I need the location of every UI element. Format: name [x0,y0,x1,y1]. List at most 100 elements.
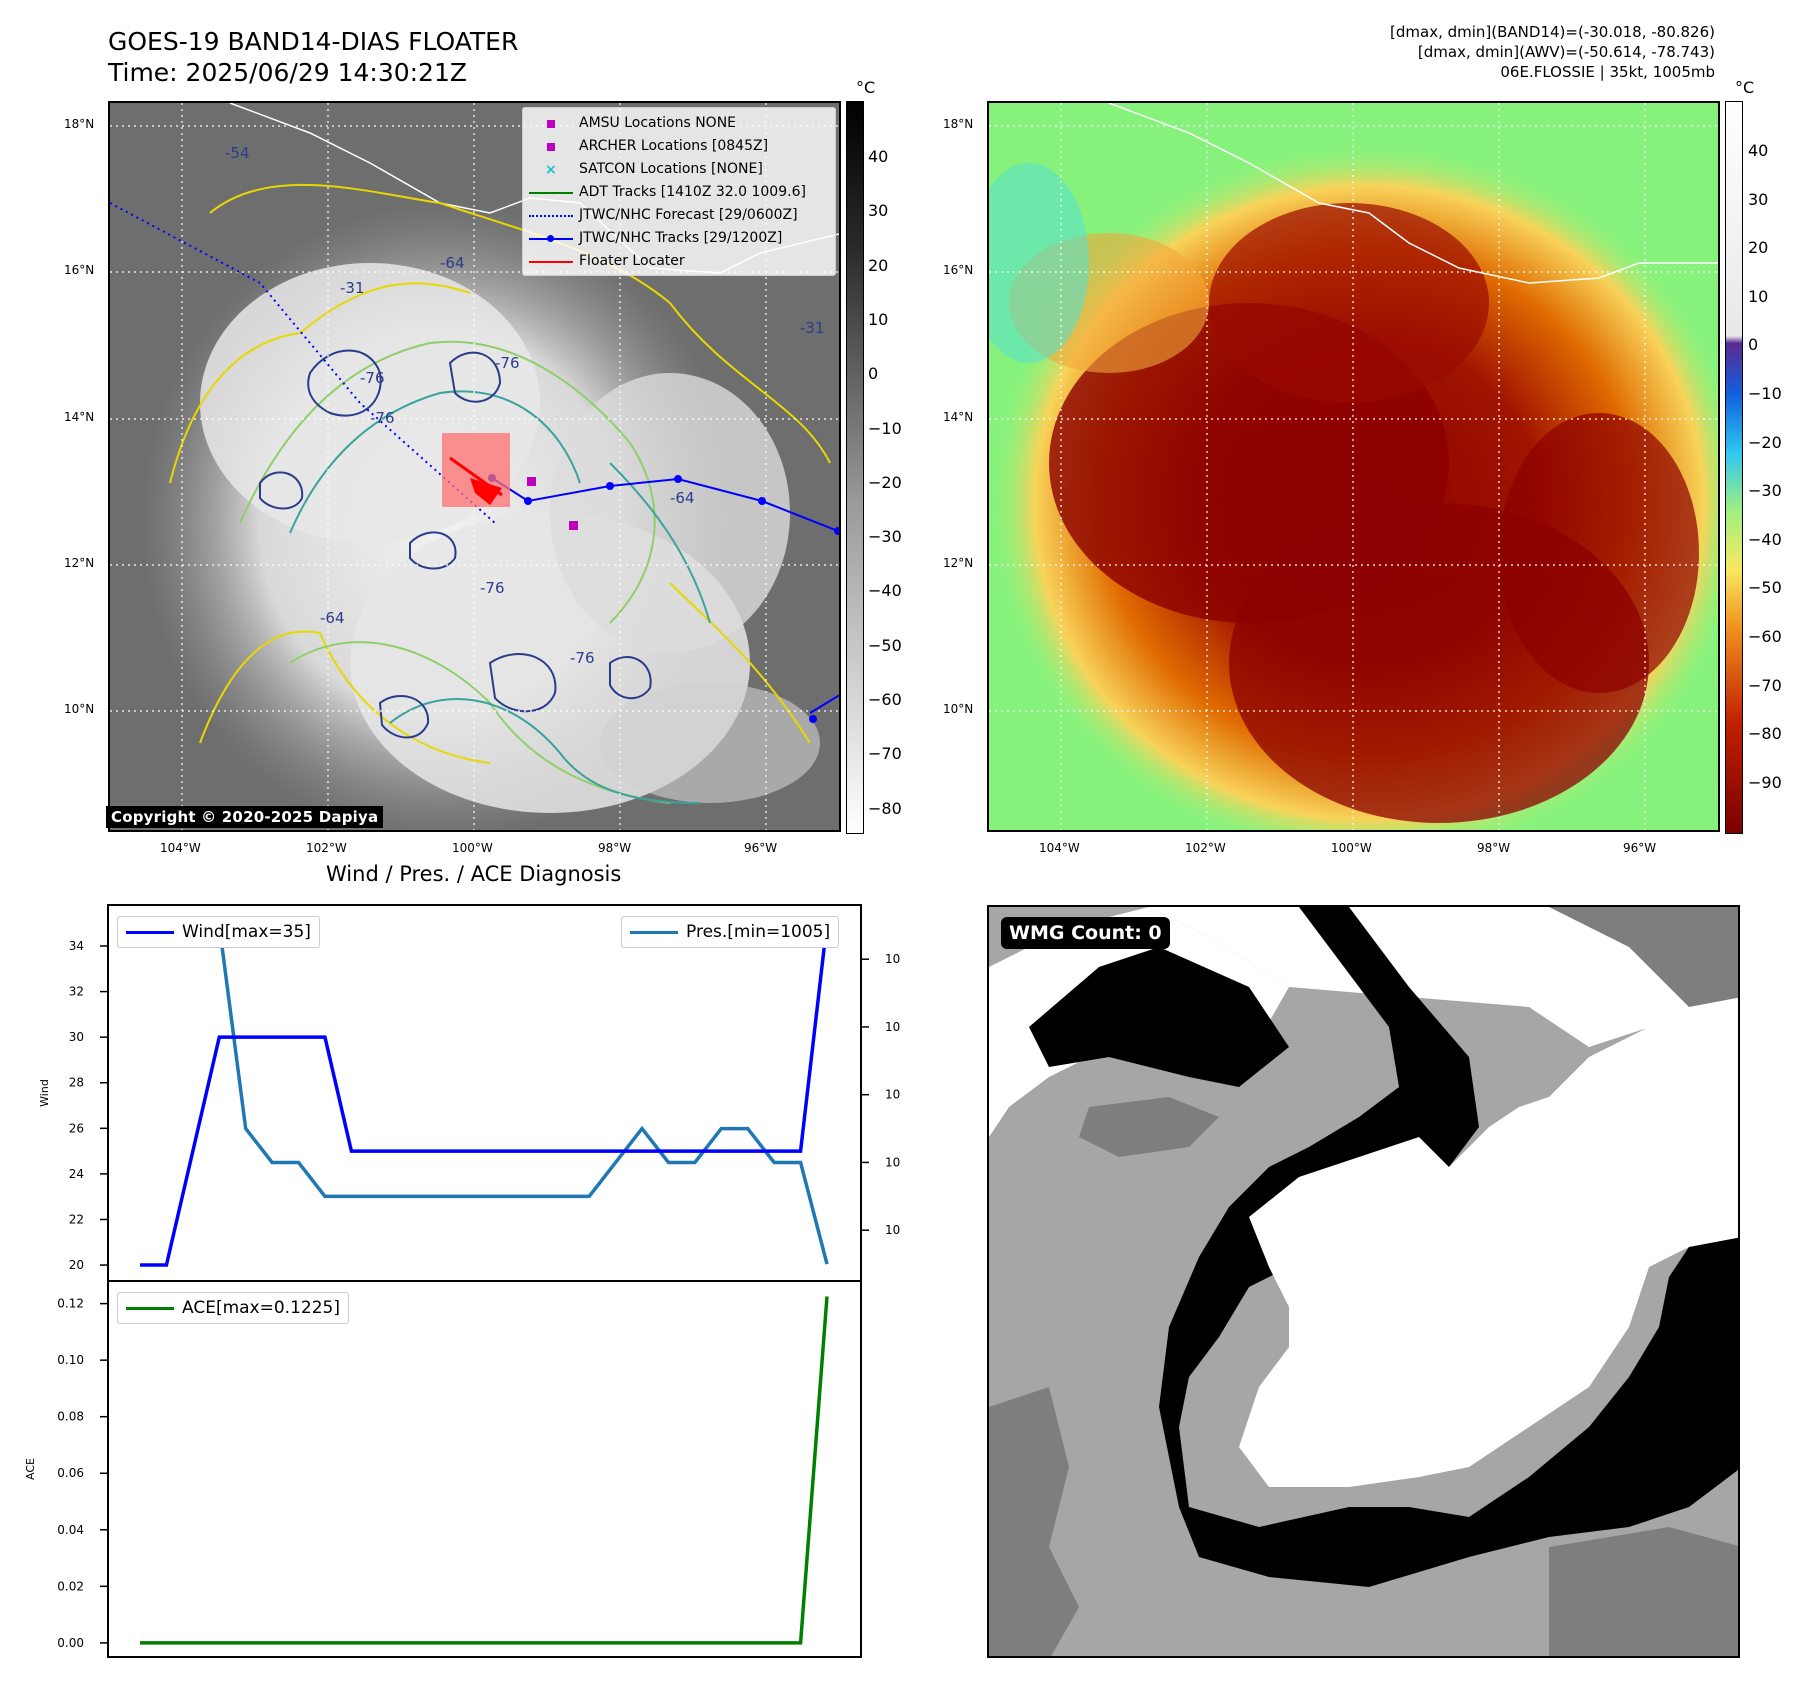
wind-legend: Wind[max=35] [117,916,320,948]
colorbar-tick-label: 10 [868,309,889,329]
lon-tick-label: 96°W [1623,841,1657,855]
wind-pressure-frame [107,904,862,1282]
ace-legend: ACE[max=0.1225] [117,1292,349,1324]
pressure-legend-label: Pres.[min=1005] [686,922,831,942]
colorbar-tick-label: 40 [868,147,889,166]
color-colorbar-unit: °C [1735,78,1755,97]
colorbar-tick-label: 40 [1748,141,1769,160]
diagnosis-title: Wind / Pres. / ACE Diagnosis [326,862,622,886]
wind-legend-label: Wind[max=35] [182,922,311,942]
lon-tick-label: 98°W [1477,841,1511,855]
pressure-series-line [140,923,829,1265]
lon-tick-label: 96°W [744,841,778,855]
ace-frame [107,1280,862,1658]
lat-tick-label: 16°N [943,263,974,277]
legend-x-icon: × [545,161,557,178]
contour-label: -76 [570,649,595,667]
y-tick-label: 22 [69,1212,84,1226]
contour-label: -64 [320,609,345,627]
legend-square-icon [529,117,573,131]
lon-tick-label: 98°W [598,841,632,855]
colorbar-tick-label: −20 [868,472,902,492]
ace-axis-label: ACE [24,1458,37,1480]
colorbar-tick-label: −70 [1748,675,1782,695]
color-map-canvas [989,103,1718,830]
gray-colorbar [846,101,864,834]
y-tick-label: 0.08 [57,1410,84,1424]
colorbar-tick-label: −30 [1748,481,1782,501]
colorbar-tick-label: −60 [868,690,902,709]
contour-label: -76 [480,579,505,597]
map-legend-item: × SATCON Locations [NONE] [529,158,829,181]
y-tick-label: 0.02 [57,1579,84,1593]
map-legend-label: AMSU Locations NONE [579,115,737,131]
map-legend-item: JTWC/NHC Tracks [29/1200Z] [529,227,829,250]
contour-label: -64 [440,254,465,272]
contour-label: -31 [340,279,365,297]
map-legend-label: JTWC/NHC Tracks [29/1200Z] [579,230,783,246]
map-legend: AMSU Locations NONE ARCHER Locations [084… [522,107,836,276]
map-legend-label: ARCHER Locations [0845Z] [579,138,769,154]
colorbar-tick-label: −20 [1748,432,1782,452]
map-legend-label: SATCON Locations [NONE] [579,161,763,177]
lat-tick-label: 16°N [64,263,95,277]
map-legend-label: ADT Tracks [1410Z 32.0 1009.6] [579,184,806,200]
colorbar-tick-label: −50 [1748,578,1782,598]
colorbar-tick-label: −40 [1748,529,1782,549]
y-tick-label: 0.12 [57,1297,84,1311]
colorbar-tick-label: −10 [868,418,902,438]
map-legend-item: AMSU Locations NONE [529,112,829,135]
lon-tick-label: 102°W [306,841,347,855]
y2-tick-label: 1008 [885,1155,900,1169]
lat-tick-label: 10°N [64,702,95,716]
figure-title: GOES-19 BAND14-DIAS FLOATER Time: 2025/0… [108,26,518,88]
y-tick-label: 26 [69,1121,84,1135]
contour-label: -64 [670,489,695,507]
y-tick-label: 0.04 [57,1523,84,1537]
info-line-2: [dmax, dmin](AWV)=(-50.614, -78.743) [1417,43,1715,61]
colorbar-tick-label: −50 [868,635,902,655]
map-legend-item: ARCHER Locations [0845Z] [529,135,829,158]
y2-tick-label: 1014 [885,952,900,966]
contour-label: -76 [360,369,385,387]
ace-legend-label: ACE[max=0.1225] [182,1298,340,1318]
lat-tick-label: 12°N [64,556,95,570]
lat-tick-label: 18°N [64,117,95,131]
copyright-badge: Copyright © 2020-2025 Dapiya [106,806,384,828]
y-tick-label: 0.00 [57,1636,84,1650]
lat-tick-label: 14°N [64,410,95,424]
colorbar-tick-label: 20 [868,255,889,275]
map-legend-label: Floater Locater [579,253,685,269]
wmg-panel [987,905,1740,1658]
title-line-2: Time: 2025/06/29 14:30:21Z [108,58,467,87]
lon-tick-label: 104°W [160,841,201,855]
y-tick-label: 24 [69,1167,84,1181]
y-tick-label: 30 [69,1030,84,1044]
colorbar-tick-label: −10 [1748,384,1782,403]
pressure-legend-swatch [630,930,678,934]
color-colorbar [1725,101,1743,834]
contour-label: -76 [370,409,395,427]
wmg-canvas [989,907,1738,1656]
wind-series-line [140,923,829,1267]
lon-tick-label: 100°W [452,841,493,855]
lat-tick-label: 18°N [943,117,974,131]
y-tick-label: 28 [69,1076,84,1090]
colorbar-tick-label: −80 [1748,724,1782,744]
y-tick-label: 0.10 [57,1353,84,1367]
lat-tick-label: 12°N [943,556,974,570]
wind-legend-swatch [126,930,174,934]
lat-tick-label: 14°N [943,410,974,424]
colorbar-tick-label: −80 [868,798,902,818]
colorbar-tick-label: −90 [1748,772,1782,792]
title-line-1: GOES-19 BAND14-DIAS FLOATER [108,27,519,56]
y-tick-label: 34 [69,939,84,953]
colorbar-tick-label: 30 [1748,189,1769,209]
floater-box [442,433,510,507]
colorbar-tick-label: −30 [868,527,902,547]
legend-dotted-icon [529,209,573,223]
ace-legend-swatch [126,1306,174,1310]
contour-label: -76 [495,354,520,372]
colorbar-tick-label: 0 [868,364,879,384]
